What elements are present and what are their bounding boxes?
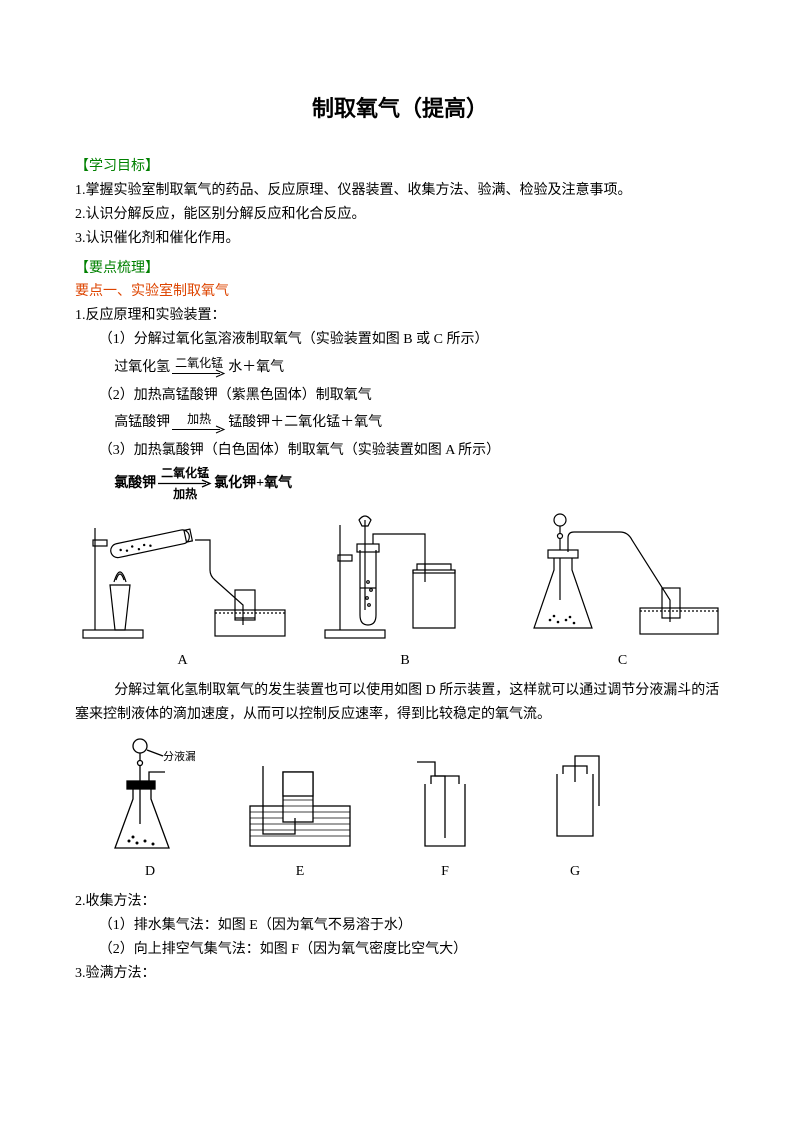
diagram-row-defg: 分液漏斗 D [105,736,725,884]
apparatus-c: C [520,510,725,673]
goal-2: 2.认识分解反应，能区别分解反应和化合反应。 [75,203,725,227]
label-c: C [618,649,627,673]
label-b: B [400,649,409,673]
label-g: G [570,860,580,884]
p1-1-1: （1）分解过氧化氢溶液制取氧气（实验装置如图 B 或 C 所示） [75,328,725,352]
page-title: 制取氧气（提高） [75,90,725,127]
eq1-lhs: 过氧化氢 [114,356,170,380]
p1-1-2: （2）加热高锰酸钾（紫黑色固体）制取氧气 [75,384,725,408]
apparatus-a: A [75,510,290,673]
eq3-lhs: 氯酸钾 [114,472,156,496]
equation-2: 高锰酸钾 加热 锰酸钾＋二氧化锰＋氧气 [114,411,725,435]
eq1-arrow: 二氧化锰 [172,357,226,378]
p1-2-1: （1）排水集气法：如图 E（因为氧气不易溶于水） [75,914,725,938]
apparatus-g: G [535,736,615,884]
eq2-cond-top: 加热 [187,413,211,425]
eq2-lhs: 高锰酸钾 [114,411,170,435]
p1-1-3: （3）加热氯酸钾（白色固体）制取氧气（实验装置如图 A 所示） [75,439,725,463]
diagram-row-abc: A [75,510,725,673]
label-d: D [145,860,155,884]
eq3-cond-top: 二氧化锰 [161,467,209,479]
eq3-rhs: 氯化钾+氧气 [214,472,292,496]
p1-2: 2.收集方法： [75,890,725,914]
apparatus-b: B [305,510,505,673]
p1-2-2: （2）向上排空气集气法：如图 F（因为氧气密度比空气大） [75,938,725,962]
label-f: F [441,860,449,884]
label-a: A [177,649,187,673]
apparatus-d: 分液漏斗 D [105,736,195,884]
equation-1: 过氧化氢 二氧化锰 水＋氧气 [114,356,725,380]
eq3-arrow: 二氧化锰 加热 [158,467,212,500]
goals-heading: 【学习目标】 [75,155,725,179]
p1-3: 3.验满方法： [75,962,725,986]
eq1-cond-top: 二氧化锰 [175,357,223,369]
goal-3: 3.认识催化剂和催化作用。 [75,227,725,251]
goal-1: 1.掌握实验室制取氧气的药品、反应原理、仪器装置、收集方法、验满、检验及注意事项… [75,179,725,203]
eq1-rhs: 水＋氧气 [228,356,284,380]
label-e: E [296,860,305,884]
eq2-arrow: 加热 [172,413,226,434]
outline-heading: 【要点梳理】 [75,257,725,281]
para-d: 分解过氧化氢制取氧气的发生装置也可以使用如图 D 所示装置，这样就可以通过调节分… [75,679,725,727]
apparatus-f: F [405,736,485,884]
equation-3: 氯酸钾 二氧化锰 加热 氯化钾+氧气 [114,467,725,500]
p1-1: 1.反应原理和实验装置： [75,304,725,328]
eq3-cond-bot: 加热 [173,488,197,500]
funnel-callout: 分液漏斗 [163,749,195,763]
eq2-rhs: 锰酸钾＋二氧化锰＋氧气 [228,411,382,435]
apparatus-e: E [245,736,355,884]
point1-heading: 要点一、实验室制取氧气 [75,280,725,304]
